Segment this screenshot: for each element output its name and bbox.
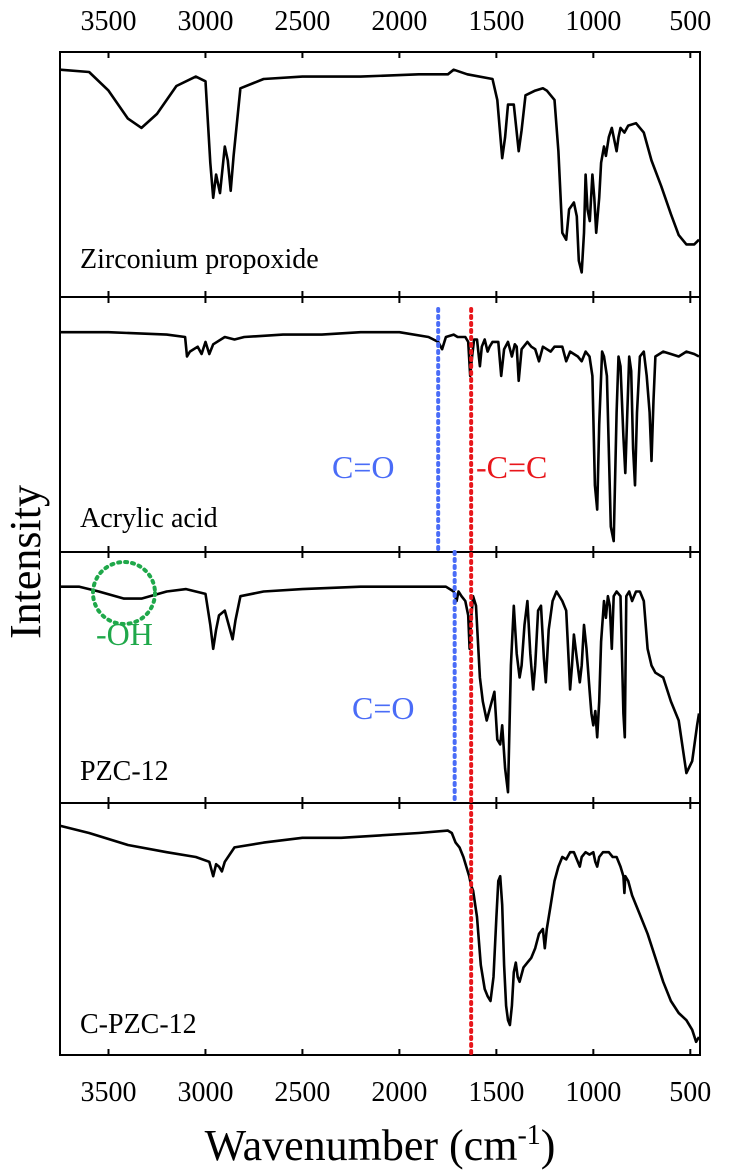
panel-2: Acrylic acid — [59, 296, 701, 553]
annotation-oh: -OH — [96, 616, 153, 652]
panel-frame — [59, 802, 701, 1056]
top-tick-label: 1000 — [565, 6, 621, 37]
annotation-cc: -C=C — [476, 449, 547, 485]
top-tick-label: 2000 — [371, 6, 427, 37]
series-line-2 — [60, 330, 700, 543]
bottom-tick-label: 500 — [669, 1077, 711, 1108]
panel-label: PZC-12 — [80, 756, 169, 787]
bottom-tick-label: 3500 — [80, 1077, 136, 1108]
bottom-tick-label: 1500 — [468, 1077, 524, 1108]
oh-circle-marker — [91, 560, 157, 626]
bottom-tick-label: 1000 — [565, 1077, 621, 1108]
top-tick-label: 500 — [669, 6, 711, 37]
panel-label: Acrylic acid — [80, 503, 218, 534]
bottom-tick-label: 2500 — [274, 1077, 330, 1108]
series-line-1 — [59, 68, 700, 274]
series-line-4 — [59, 824, 701, 1044]
top-axis-ticks: 3500 3000 2500 2000 1500 1000 500 — [80, 6, 711, 37]
top-tick-label: 3000 — [177, 6, 233, 37]
reference-lines — [436, 307, 474, 1057]
top-tick-label: 1500 — [468, 6, 524, 37]
panel-4: C-PZC-12 — [59, 802, 701, 1056]
panel-label: C-PZC-12 — [80, 1009, 197, 1040]
x-axis-title-superscript: -1 — [517, 1120, 540, 1151]
x-axis-title-main: Wavenumber (cm — [205, 1121, 518, 1170]
panel-1: Zirconium propoxide — [59, 51, 701, 298]
bottom-tick-label: 3000 — [177, 1077, 233, 1108]
x-axis-title-close: ) — [541, 1121, 556, 1170]
series-line-3 — [60, 585, 701, 794]
top-tick-label: 3500 — [80, 6, 136, 37]
x-axis-title: Wavenumber (cm-1) — [205, 1120, 556, 1170]
panels: Zirconium propoxide Acrylic acid PZC-12 C-P… — [59, 51, 701, 1056]
y-axis-title: Intensity — [1, 485, 50, 639]
bottom-tick-label: 2000 — [371, 1077, 427, 1108]
annotation-co-pzc: C=O — [352, 690, 415, 726]
bottom-axis-ticks: 3500 3000 2500 2000 1500 1000 500 — [80, 1077, 711, 1108]
annotation-co-acrylic: C=O — [332, 449, 395, 485]
panel-label: Zirconium propoxide — [80, 244, 319, 275]
top-tick-label: 2500 — [274, 6, 330, 37]
